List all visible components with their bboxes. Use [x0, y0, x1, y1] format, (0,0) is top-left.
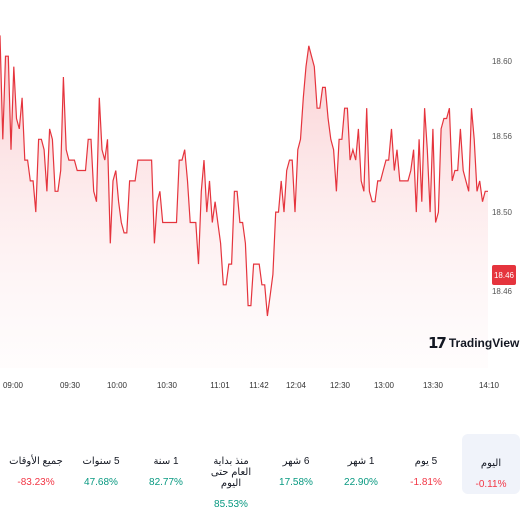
price-line [0, 35, 488, 317]
performance-tabs: اليوم -0.11% 5 يوم -1.81% 1 شهر 22.90% 6 شهر 17… [0, 432, 520, 510]
time-axis-label: 12:30 [329, 381, 351, 390]
time-axis-label: 11:42 [249, 381, 269, 390]
performance-tab[interactable]: منذ بداية العام حتى اليوم 85.53% [202, 432, 260, 510]
time-axis-label: 09:30 [59, 381, 81, 390]
performance-tab[interactable]: اليوم -0.11% [462, 434, 520, 494]
price-axis-label: 18.50 [491, 208, 512, 217]
time-axis-label: 10:00 [106, 381, 128, 390]
price-area-fill [0, 35, 488, 369]
performance-tab[interactable]: 5 يوم -1.81% [397, 432, 455, 496]
chart-canvas[interactable] [0, 0, 520, 400]
time-axis-label: 13:30 [422, 381, 444, 390]
price-axis-label: 18.56 [491, 132, 512, 141]
performance-change-value: 22.90% [344, 477, 378, 488]
time-axis-label: 13:00 [373, 381, 395, 390]
time-axis-label: 14:10 [478, 381, 500, 390]
tradingview-logo-icon: 17 [428, 334, 447, 352]
performance-change-value: 17.58% [279, 477, 313, 488]
last-price-badge: 18.46 [492, 265, 516, 285]
tradingview-logo[interactable]: 17 TradingView [428, 334, 519, 352]
time-axis-label: 11:01 [210, 381, 230, 390]
performance-period-label: 1 سنة [153, 456, 179, 467]
performance-period-label: جميع الأوقات [9, 456, 63, 467]
price-axis-label: 18.46 [491, 287, 512, 296]
performance-tab[interactable]: 6 شهر 17.58% [267, 432, 325, 496]
performance-period-label: 5 يوم [414, 456, 438, 467]
performance-change-value: -0.11% [475, 479, 507, 490]
performance-tab[interactable]: 1 سنة 82.77% [137, 432, 195, 496]
performance-period-label: 5 سنوات [82, 456, 120, 467]
price-axis-label: 18.60 [491, 57, 512, 66]
performance-tab[interactable]: جميع الأوقات -83.23% [7, 432, 65, 496]
time-axis-label: 10:30 [156, 381, 178, 390]
performance-tab[interactable]: 1 شهر 22.90% [332, 432, 390, 496]
performance-period-label: منذ بداية العام حتى اليوم [210, 456, 252, 489]
performance-period-label: 6 شهر [282, 456, 310, 467]
performance-change-value: 47.68% [84, 477, 118, 488]
performance-change-value: 82.77% [149, 477, 183, 488]
performance-change-value: -1.81% [410, 477, 442, 488]
performance-change-value: 85.53% [214, 499, 248, 510]
tradingview-logo-text: TradingView [448, 336, 520, 350]
price-chart[interactable]: 18.60 18.56 18.50 18.46 09:00 09:30 10:00 10:3… [0, 0, 520, 400]
performance-tab[interactable]: 5 سنوات 47.68% [72, 432, 130, 496]
time-axis-label: 09:00 [2, 381, 24, 390]
performance-change-value: -83.23% [17, 477, 55, 488]
performance-period-label: 1 شهر [347, 456, 375, 467]
performance-period-label: اليوم [480, 458, 502, 469]
time-axis-label: 12:04 [285, 381, 307, 390]
